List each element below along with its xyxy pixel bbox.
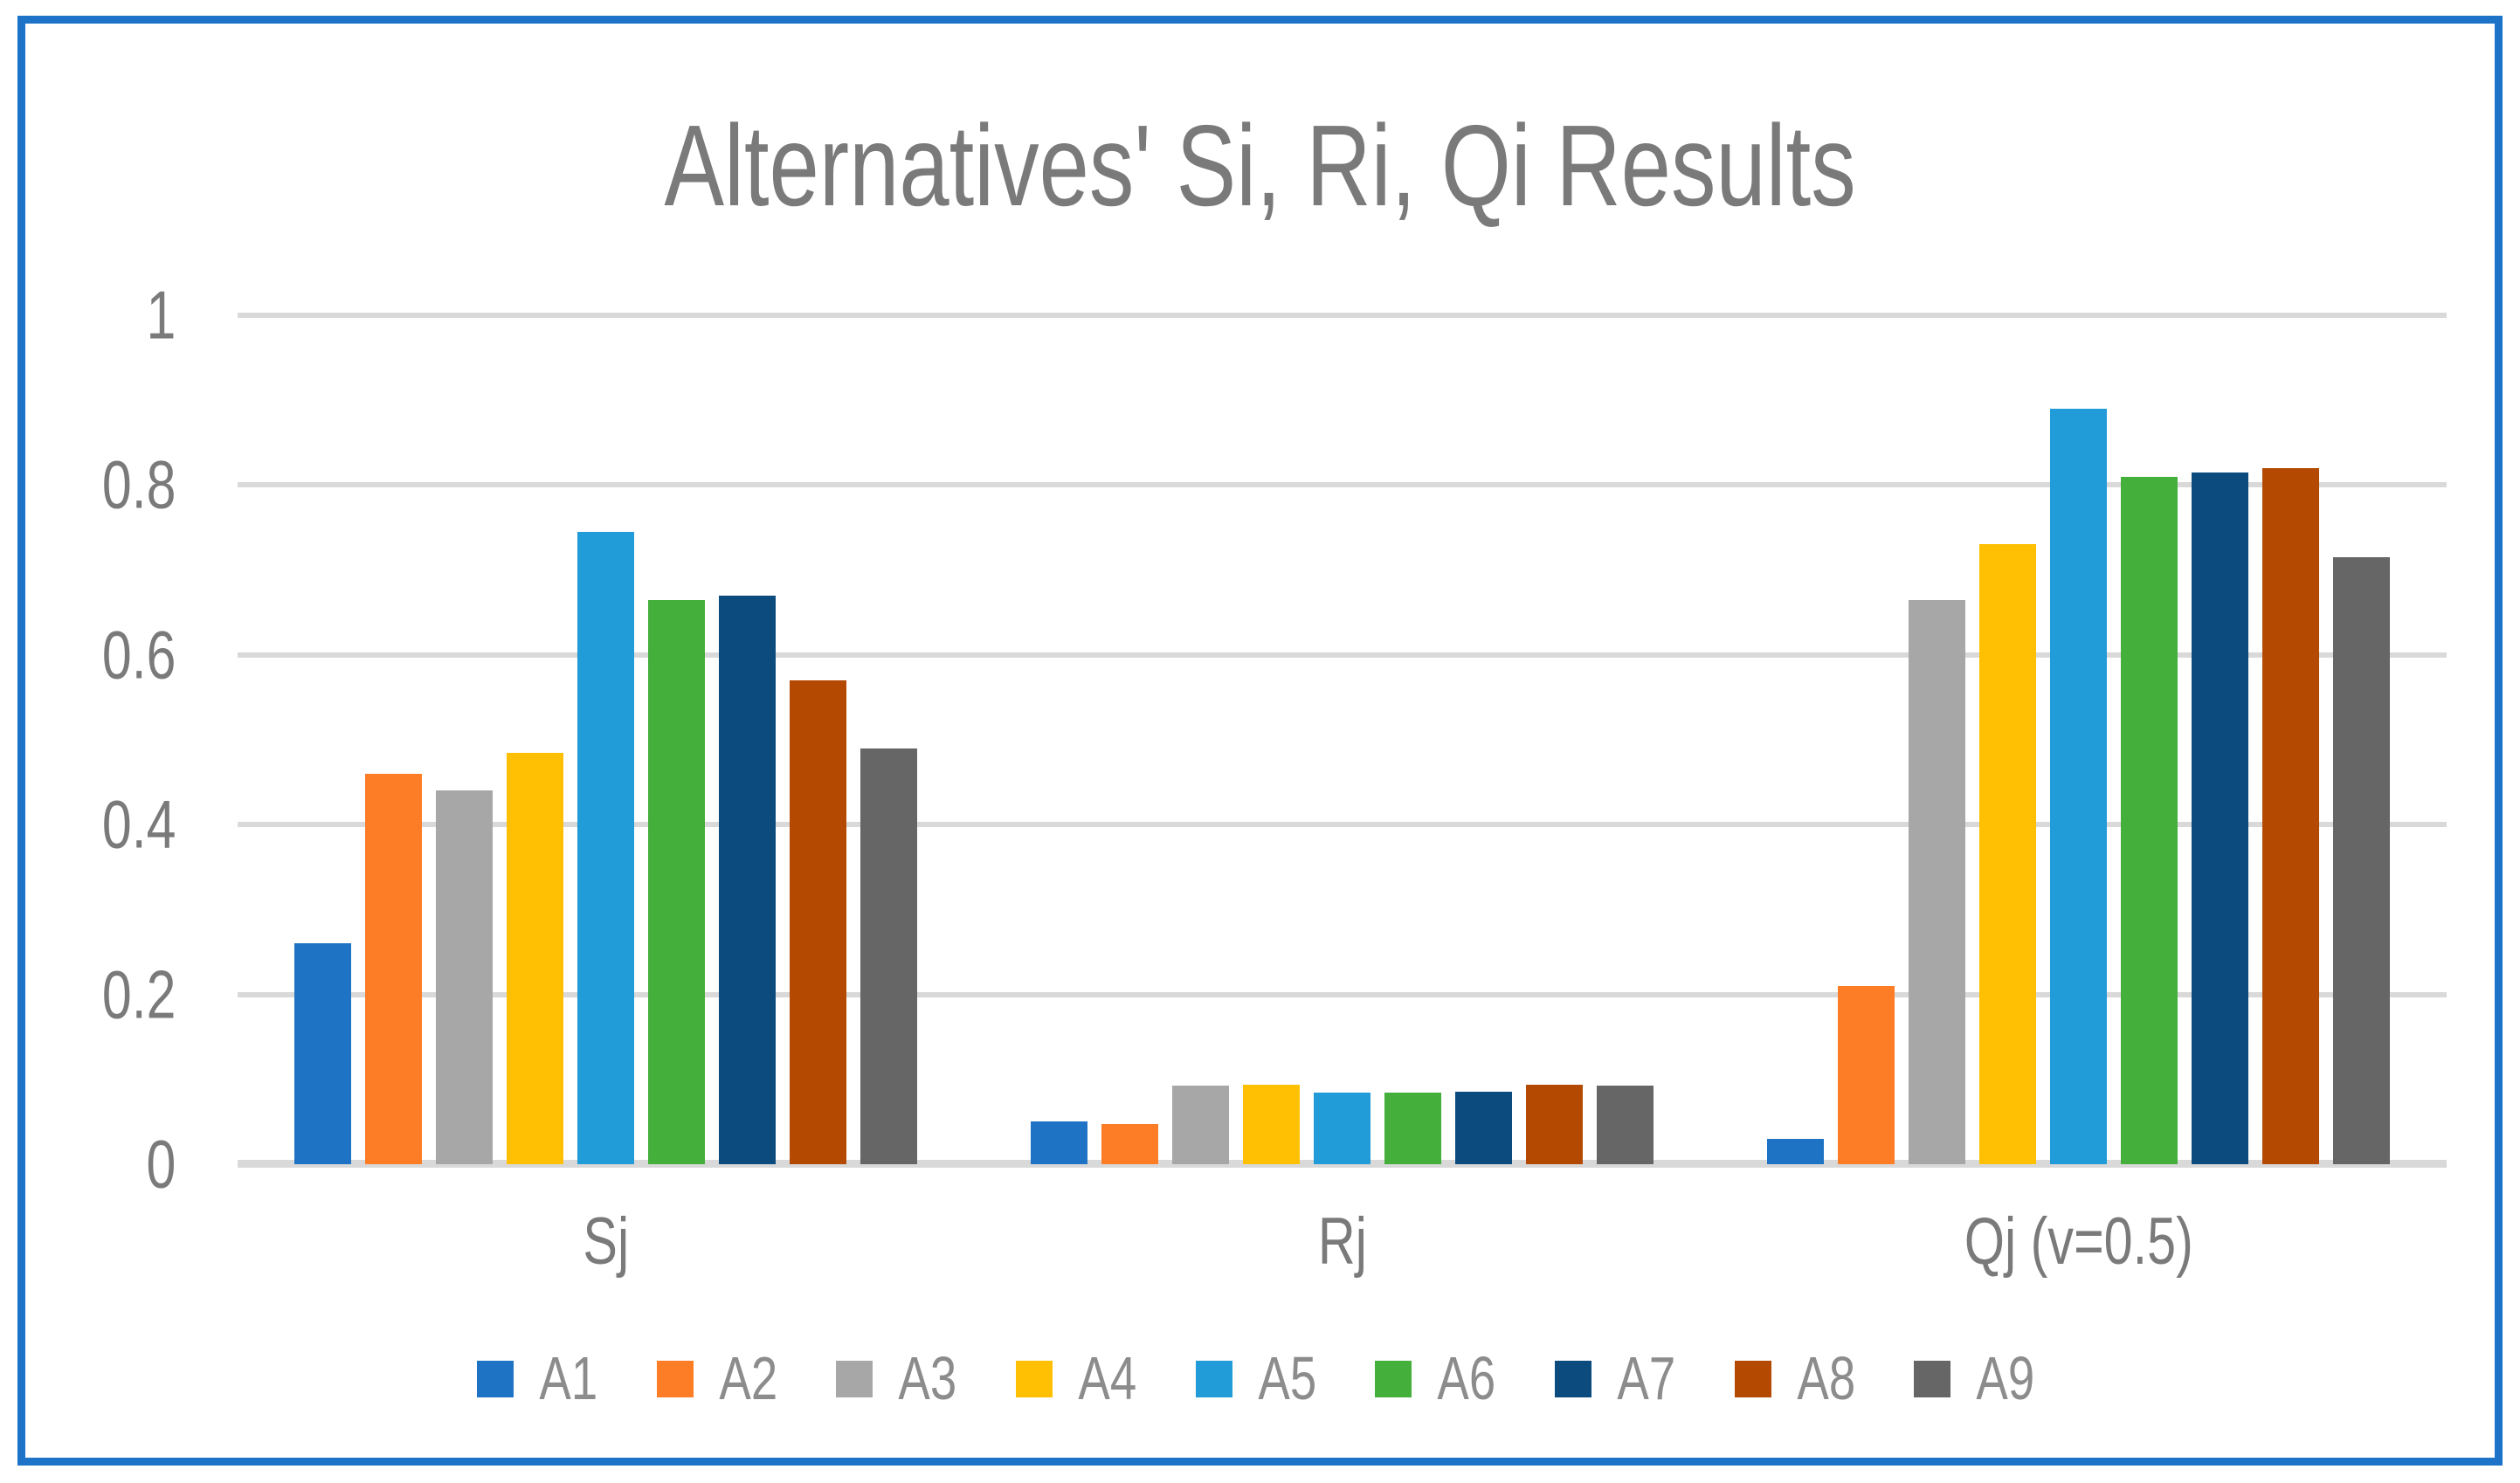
y-axis-tick-labels: 0 0.2 0.4 0.6 0.8 1 [25,277,176,1203]
legend-item-A4[interactable]: A4 [1016,1345,1145,1412]
y-tick-label-text: 0.2 [101,955,176,1033]
legend-swatch-A3 [836,1360,873,1397]
bar-A4-Rj[interactable] [1243,1084,1300,1164]
legend-label-A6: A6 [1429,1345,1504,1412]
plot-area [238,313,2447,1168]
bar-A5-Qj (v=0.5)[interactable] [2050,408,2107,1164]
x-category-label-text: Rj [1317,1204,1367,1279]
bar-A4-Sj[interactable] [507,752,563,1164]
legend-item-A9[interactable]: A9 [1914,1345,2043,1412]
bar-A9-Rj[interactable] [1597,1085,1654,1164]
legend-label-A9: A9 [1968,1345,2043,1412]
legend-label-A7: A7 [1609,1345,1684,1412]
bar-A3-Sj[interactable] [436,790,493,1164]
legend-item-A6[interactable]: A6 [1375,1345,1504,1412]
legend-label-text: A1 [539,1344,598,1412]
legend-item-A5[interactable]: A5 [1195,1345,1325,1412]
x-category-label-Qj (v=0.5): Qj (v=0.5) [1710,1204,2447,1280]
x-axis-category-labels: Sj Rj Qj (v=0.5) [238,1204,2447,1280]
legend-label-text: A7 [1617,1344,1676,1412]
gridline [238,822,2447,828]
x-category-label-text: Sj [583,1204,629,1279]
legend-label-text: A3 [898,1344,957,1412]
legend-swatch-A7 [1554,1360,1591,1397]
legend-swatch-A4 [1016,1360,1053,1397]
x-category-label-Sj: Sj [238,1204,974,1280]
y-tick-label-0: 0 [138,1125,176,1204]
legend-swatch-A2 [656,1360,694,1397]
gridline [238,991,2447,997]
y-tick-label-0.2: 0.2 [81,955,176,1034]
y-tick-label-text: 0.4 [101,785,176,863]
legend-label-text: A9 [1976,1344,2035,1412]
legend-label-A3: A3 [890,1345,965,1412]
y-tick-label-text: 1 [146,276,176,354]
y-tick-label-text: 0 [146,1125,176,1203]
legend-item-A1[interactable]: A1 [477,1345,606,1412]
chart-frame: Alternatives' Si, Ri, Qi Results 0 0.2 0.4… [17,16,2503,1466]
bar-A3-Qj (v=0.5)[interactable] [1909,599,1965,1164]
legend-label-A2: A2 [711,1345,786,1412]
bar-group-Sj [238,315,974,1164]
chart-title-text: Alternatives' Si, Ri, Qi Results [664,101,1856,230]
legend-label-text: A8 [1796,1344,1855,1412]
legend-swatch-A1 [477,1360,514,1397]
bar-A1-Sj[interactable] [294,943,351,1164]
bar-A5-Sj[interactable] [577,531,634,1164]
bar-A2-Sj[interactable] [365,773,422,1164]
bar-A8-Rj[interactable] [1526,1084,1583,1164]
legend-swatch-A6 [1375,1360,1412,1397]
x-category-label-text: Qj (v=0.5) [1964,1204,2193,1279]
bar-A6-Rj[interactable] [1384,1093,1441,1164]
bar-A1-Rj[interactable] [1031,1121,1087,1164]
gridline [238,313,2447,318]
bar-A7-Qj (v=0.5)[interactable] [2192,472,2248,1164]
legend-swatch-A5 [1195,1360,1232,1397]
legend-label-text: A6 [1437,1344,1496,1412]
legend-item-A3[interactable]: A3 [836,1345,965,1412]
legend-item-A7[interactable]: A7 [1554,1345,1684,1412]
legend-label-A5: A5 [1250,1345,1325,1412]
bar-A6-Sj[interactable] [648,599,705,1164]
legend-item-A8[interactable]: A8 [1734,1345,1864,1412]
y-tick-label-0.6: 0.6 [81,615,176,694]
bar-A7-Sj[interactable] [719,595,776,1164]
bar-A8-Sj[interactable] [790,679,846,1164]
legend-label-A1: A1 [531,1345,606,1412]
bar-A2-Rj[interactable] [1101,1124,1158,1164]
bar-A9-Qj (v=0.5)[interactable] [2333,557,2390,1164]
bar-A1-Qj (v=0.5)[interactable] [1767,1138,1824,1164]
legend-swatch-A8 [1734,1360,1771,1397]
bar-A8-Qj (v=0.5)[interactable] [2262,467,2319,1164]
legend-label-text: A2 [719,1344,778,1412]
legend-label-A8: A8 [1789,1345,1864,1412]
bar-group-Rj [974,315,1710,1164]
bar-A2-Qj (v=0.5)[interactable] [1838,985,1895,1164]
x-category-label-Rj: Rj [974,1204,1710,1280]
y-tick-label-0.4: 0.4 [81,785,176,865]
legend-label-text: A5 [1258,1344,1316,1412]
bar-A7-Rj[interactable] [1455,1092,1512,1164]
y-tick-label-0.8: 0.8 [81,445,176,525]
bar-A9-Sj[interactable] [860,748,917,1164]
bar-group-Qj (v=0.5) [1710,315,2447,1164]
gridline [238,652,2447,658]
legend-label-text: A4 [1078,1344,1137,1412]
bar-A5-Rj[interactable] [1314,1093,1370,1164]
bar-A6-Qj (v=0.5)[interactable] [2121,476,2178,1164]
chart-title: Alternatives' Si, Ri, Qi Results [25,100,2495,231]
gridline [238,482,2447,488]
bar-A3-Rj[interactable] [1172,1085,1229,1164]
bar-A4-Qj (v=0.5)[interactable] [1979,544,2036,1164]
y-tick-label-text: 0.8 [101,445,176,523]
legend-label-A4: A4 [1070,1345,1145,1412]
y-tick-label-1: 1 [138,276,176,355]
bar-groups [238,315,2447,1164]
legend-item-A2[interactable]: A2 [656,1345,786,1412]
legend-swatch-A9 [1914,1360,1951,1397]
legend: A1 A2 A3 A4 A5 A6 A7 A8 A9 [25,1345,2495,1412]
y-tick-label-text: 0.6 [101,616,176,693]
